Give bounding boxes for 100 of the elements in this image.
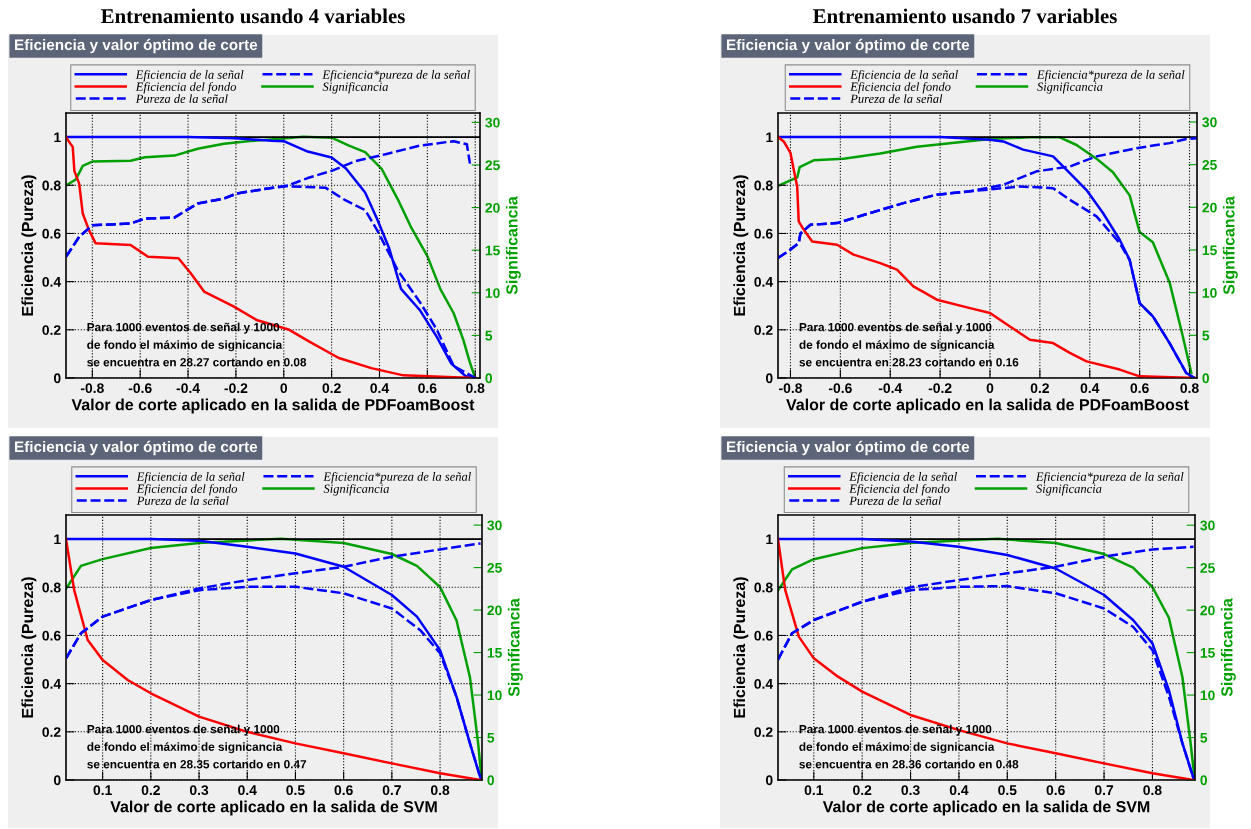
y2-tick-label: 5 xyxy=(1200,733,1208,743)
y2-tick-label: 25 xyxy=(1202,159,1217,170)
y2-tick-label: 25 xyxy=(485,160,500,171)
y-tick-label: 0.2 xyxy=(42,325,61,335)
y2-tick-label: 20 xyxy=(485,202,500,213)
y-tick-label: 0.2 xyxy=(754,325,773,335)
x-tick-label: 0.2 xyxy=(322,383,341,394)
y-tick-label: 0 xyxy=(765,373,773,384)
y2-tick-label: 20 xyxy=(1202,202,1217,213)
legend-label: Eficiencia del fondo xyxy=(849,484,950,496)
x-tick-label: -0.8 xyxy=(80,383,104,394)
legend-label: Eficiencia de la señal xyxy=(849,471,957,484)
y2-tick-label: 5 xyxy=(1202,330,1210,341)
y-tick-label: 0.6 xyxy=(754,228,773,239)
legend-label: Eficiencia*pureza de la señal xyxy=(322,69,470,82)
y2-tick-label: 30 xyxy=(1202,117,1217,128)
y-tick-label: 0.4 xyxy=(42,678,62,689)
x-tick-label: 0.2 xyxy=(1030,383,1049,394)
x-axis-title: Valor de corte aplicado en la salida de SVM xyxy=(822,800,1150,816)
y2-tick-label: 10 xyxy=(1200,690,1215,701)
chart-subtitle: Eficiencia y valor óptimo de corte xyxy=(727,38,970,54)
y2-axis-title: Significancia xyxy=(507,598,523,697)
y-tick-label: 0.6 xyxy=(754,630,773,641)
x-tick-label: 0.7 xyxy=(1094,785,1114,796)
legend-label: Eficiencia del fondo xyxy=(850,82,951,94)
legend-label: Pureza de la señal xyxy=(850,94,943,103)
x-tick-label: 0.4 xyxy=(1080,383,1100,394)
y-axis-title: Eficiencia (Pureza) xyxy=(733,577,749,718)
y2-tick-label: 0 xyxy=(1202,373,1210,384)
y-tick-label: 0 xyxy=(53,373,61,384)
legend-label: Pureza de la señal xyxy=(136,496,229,505)
chart-subtitle: Eficiencia y valor óptimo de corte xyxy=(727,440,970,456)
y2-axis-title: Significancia xyxy=(505,196,521,295)
y-tick-label: 1 xyxy=(766,534,773,545)
y-tick-label: 0 xyxy=(53,775,61,786)
y-axis-title: Eficiencia (Pureza) xyxy=(21,175,37,316)
legend-label: Significancia xyxy=(1037,82,1103,94)
x-tick-label: 0.5 xyxy=(286,785,305,796)
y-axis-title: Eficiencia (Pureza) xyxy=(733,175,749,316)
x-tick-label: 0.6 xyxy=(1130,383,1149,394)
y2-tick-label: 25 xyxy=(487,562,502,573)
x-tick-label: 0.6 xyxy=(334,785,353,796)
x-tick-label: 0.4 xyxy=(238,785,257,796)
legend-label: Eficiencia de la señal xyxy=(850,69,958,82)
legend-label: Eficiencia*pureza de la señal xyxy=(1036,69,1185,82)
chart-subtitle: Eficiencia y valor óptimo de corte xyxy=(15,38,258,54)
y-tick-label: 0.8 xyxy=(754,582,773,593)
x-tick-label: 0.2 xyxy=(853,785,872,796)
x-axis-title: Valor de corte aplicado en la salida de PDFoamBoost xyxy=(71,398,475,414)
y2-tick-label: 30 xyxy=(487,520,502,531)
y2-tick-label: 15 xyxy=(485,245,500,256)
x-tick-label: 0.7 xyxy=(382,785,401,796)
x-tick-label: 0.1 xyxy=(804,785,824,796)
y2-tick-label: 25 xyxy=(1200,562,1215,573)
legend-label: Eficiencia*pureza de la señal xyxy=(1035,471,1184,484)
y2-tick-label: 20 xyxy=(487,605,502,616)
chart-title: Entrenamiento usando 4 variables xyxy=(101,8,405,24)
x-tick-label: 0.6 xyxy=(418,383,437,394)
legend-label: Pureza de la señal xyxy=(849,496,942,505)
chart-title: Entrenamiento usando 7 variables xyxy=(813,8,1117,24)
x-tick-label: -0.6 xyxy=(128,383,152,394)
y-tick-label: 0.4 xyxy=(754,678,774,689)
legend-label: Significancia xyxy=(322,82,388,94)
y2-tick-label: 15 xyxy=(1202,245,1217,256)
x-tick-label: -0.4 xyxy=(176,383,200,394)
y2-tick-label: 30 xyxy=(1200,520,1215,531)
x-tick-label: 0.4 xyxy=(370,383,390,394)
x-tick-label: 0.8 xyxy=(1180,383,1199,394)
y-tick-label: 0.2 xyxy=(42,727,61,737)
x-tick-label: 0.8 xyxy=(466,383,485,394)
x-tick-label: -0.4 xyxy=(878,383,903,394)
x-tick-label: -0.2 xyxy=(224,383,248,394)
y2-tick-label: 30 xyxy=(485,117,500,128)
chart-subtitle: Eficiencia y valor óptimo de corte xyxy=(15,440,258,456)
y-tick-label: 0.4 xyxy=(754,276,774,287)
x-tick-label: 0.3 xyxy=(189,785,209,796)
legend-label: Eficiencia*pureza de la señal xyxy=(323,471,471,484)
x-tick-label: 0.8 xyxy=(430,785,450,796)
y2-tick-label: 10 xyxy=(487,690,502,701)
y-tick-label: 0.8 xyxy=(42,180,61,191)
x-tick-label: 0 xyxy=(280,383,288,394)
y2-tick-label: 0 xyxy=(1200,775,1208,786)
y2-tick-label: 20 xyxy=(1200,605,1215,616)
x-tick-label: 0.3 xyxy=(901,785,920,796)
annotation: Para 1000 eventos de señal y 1000 de fondo el máximo de signicancia se encuentra en 28.23 cortando en 0.16 xyxy=(799,322,1019,367)
y-tick-label: 0.6 xyxy=(42,228,61,239)
x-tick-label: 0.1 xyxy=(93,785,112,796)
x-tick-label: -0.8 xyxy=(779,383,803,394)
y2-tick-label: 10 xyxy=(1202,287,1217,298)
y2-tick-label: 0 xyxy=(485,373,493,384)
y-tick-label: 1 xyxy=(54,534,61,545)
annotation: Para 1000 eventos de señal y 1000 de fondo el máximo de signicancia se encuentra en 28.27 cortando en 0.08 xyxy=(87,322,307,367)
legend-label: Eficiencia de la señal xyxy=(135,69,244,82)
y-tick-label: 1 xyxy=(766,132,773,143)
x-axis-title: Valor de corte aplicado en la salida de PDFoamBoost xyxy=(786,398,1189,414)
y-tick-label: 0.4 xyxy=(42,276,62,287)
y-tick-label: 0.8 xyxy=(42,582,61,593)
legend-label: Eficiencia del fondo xyxy=(136,484,238,496)
x-tick-label: 0.6 xyxy=(1046,785,1065,796)
y2-tick-label: 5 xyxy=(487,733,495,743)
